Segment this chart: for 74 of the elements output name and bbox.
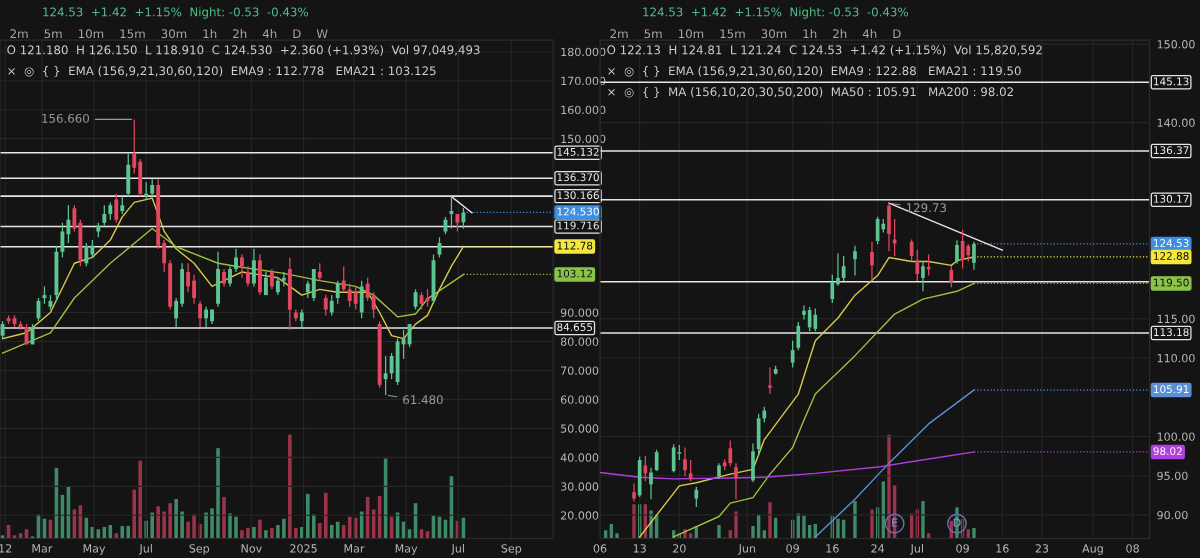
annotation: × ◎ { } EMA (156,9,21,30,60,120) EMA9 : 112.778 EMA21 : 103.125: [8, 66, 436, 77]
ref-line-label: 84.655: [557, 323, 593, 332]
text: 124.53 +1.42 +1.15% Night: -0.53 -0.43%: [43, 7, 309, 19]
y-tick-label: 100.00: [1157, 432, 1195, 441]
annotation: O 122.13 H 124.81 L 121.24 C 124.53 +1.42 (+1.15%) Vol 15,820,592: [607, 45, 1042, 56]
x-tick-label: 24: [871, 544, 885, 553]
ref-line-label: 98.02: [1153, 447, 1182, 456]
annotation: 129.73: [906, 203, 946, 213]
y-tick-label: 50.000: [561, 424, 599, 433]
ref-line-label: 124.53: [1154, 239, 1189, 247]
annotation: 61.480: [403, 395, 443, 405]
ref-line-label: 130.166: [557, 191, 599, 200]
ref-line-label: 112.78: [557, 241, 593, 250]
x-tick-label: 08: [1126, 544, 1139, 553]
y-tick-label: 110.00: [1157, 353, 1195, 363]
x-tick-label: Nov: [241, 544, 262, 553]
y-tick-label: 90.000: [560, 308, 599, 317]
y-tick-label: 40.000: [560, 453, 599, 462]
x-tick-label: 2025: [290, 544, 317, 553]
annotation: × ◎ { } EMA (156,9,21,30,60,120) EMA9 : 122.88 EMA21 : 119.50: [608, 66, 1021, 77]
x-tick-label: 13: [633, 544, 646, 553]
ref-line-label: 145.13: [1154, 77, 1189, 86]
text: 2m 5m 10m 15m 30m 1h 2h 4h D W: [10, 29, 328, 39]
y-tick-label: 170.000: [561, 76, 606, 86]
annotation: E: [892, 518, 898, 527]
annotation: 156.660: [42, 113, 90, 123]
x-tick-label: 09: [956, 544, 969, 553]
y-tick-label: 70.000: [561, 366, 599, 375]
x-tick-label: Jul: [451, 544, 464, 555]
y-tick-label: 20.000: [560, 511, 599, 520]
y-tick-label: 150.00: [1157, 40, 1195, 49]
y-tick-label: 95.00: [1157, 471, 1188, 481]
ref-line-label: 145.132: [557, 147, 599, 156]
y-tick-label: 60.000: [560, 395, 599, 404]
x-tick-label: Jul: [910, 544, 923, 555]
ref-line-label: 113.18: [1154, 328, 1189, 337]
x-tick-label: Sep: [189, 544, 210, 555]
y-tick-label: 80.000: [560, 337, 599, 346]
x-tick-label: 20: [673, 544, 686, 553]
y-tick-label: 140.00: [1157, 118, 1195, 127]
annotation: D: [953, 518, 961, 527]
y-tick-label: 150.000: [561, 134, 606, 144]
x-tick-label: Jul: [138, 544, 152, 555]
x-tick-label: 06: [593, 544, 607, 553]
ref-line-label: 105.91: [1154, 385, 1189, 394]
x-tick-label: 12: [0, 544, 12, 553]
x-tick-label: Mar: [344, 544, 365, 553]
y-tick-label: 180.000: [561, 47, 606, 57]
y-tick-label: 30.000: [560, 482, 599, 491]
x-tick-label: Sep: [501, 544, 522, 555]
y-tick-label: 90.00: [1157, 510, 1188, 520]
text: 124.53 +1.42 +1.15% Night: -0.53 -0.43%: [643, 7, 909, 19]
x-tick-label: May: [83, 544, 106, 555]
x-tick-label: Aug: [1082, 544, 1103, 555]
annotation: O 121.180 H 126.150 L 118.910 C 124.530 +2.360 (+1.93%) Vol 97,049,493: [7, 45, 480, 56]
ref-line-label: 119.50: [1154, 278, 1189, 287]
x-tick-label: 16: [996, 544, 1009, 553]
ref-line-label: 130.17: [1154, 194, 1189, 203]
x-tick-label: 16: [826, 544, 839, 553]
ref-line-label: 136.370: [557, 173, 599, 182]
ref-line-label: 119.716: [557, 221, 599, 230]
y-tick-label: 115.00: [1157, 314, 1195, 324]
y-tick-label: 160.000: [561, 105, 606, 115]
x-tick-label: May: [395, 544, 418, 555]
text: 2m 5m 10m 15m 30m 1h 2h 4h D: [610, 29, 901, 39]
x-tick-label: 09: [786, 544, 799, 553]
ref-line-label: 103.12: [557, 269, 592, 278]
annotation: × ◎ { } MA (156,10,20,30,50,200) MA50 : 105.91 MA200 : 98.02: [608, 87, 1013, 98]
ref-line-label: 122.88: [1154, 252, 1189, 260]
ref-line-label: 136.37: [1154, 146, 1189, 155]
ref-line-label: 124.530: [557, 207, 599, 216]
x-tick-label: Jun: [738, 544, 756, 555]
x-tick-label: 23: [1035, 544, 1049, 553]
x-tick-label: Mar: [32, 544, 53, 553]
